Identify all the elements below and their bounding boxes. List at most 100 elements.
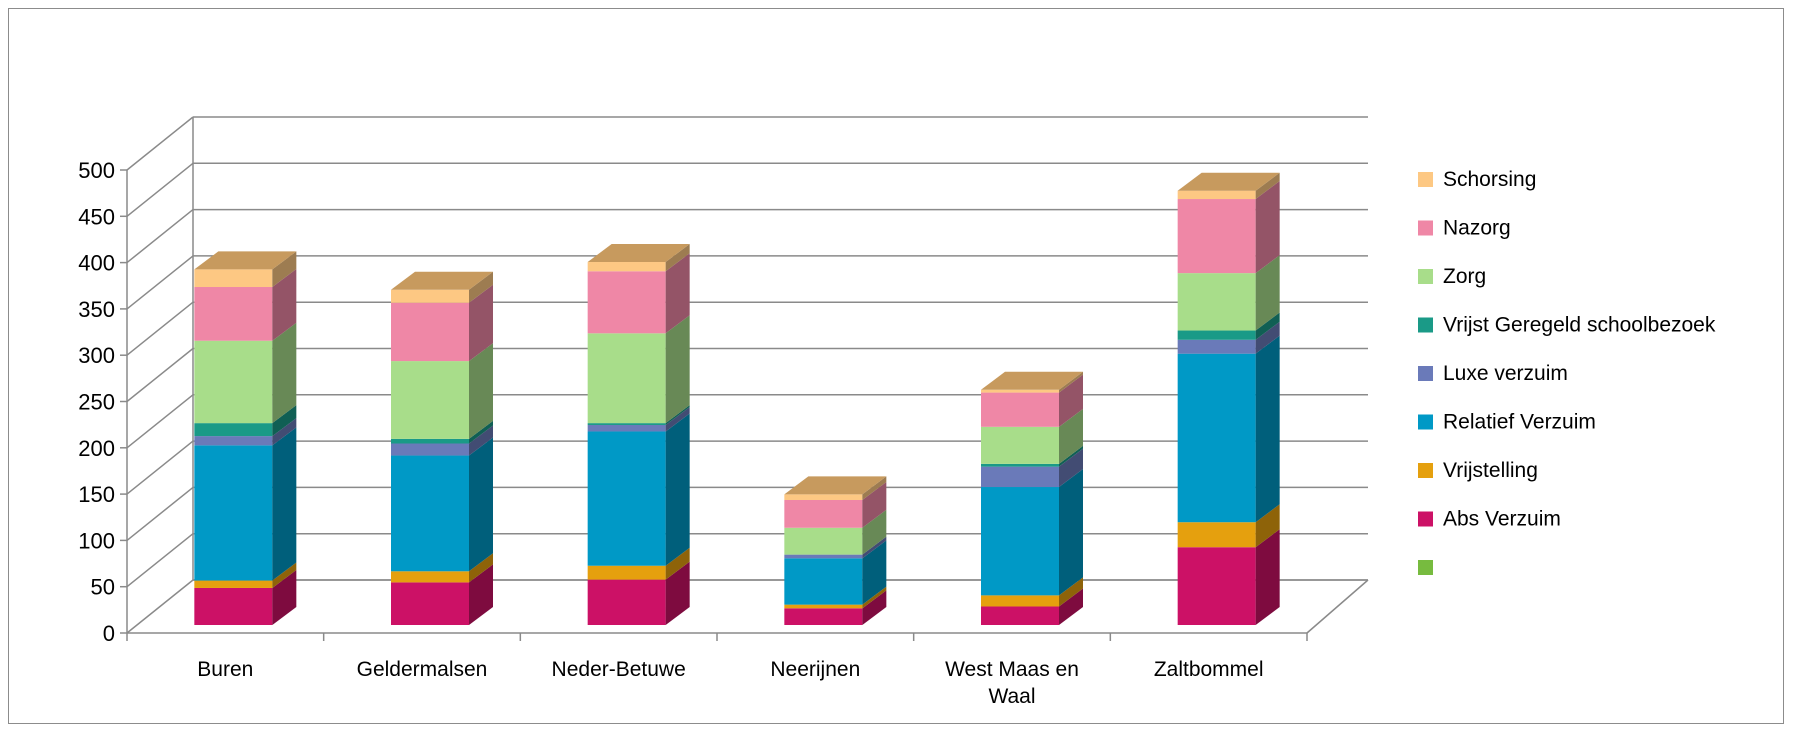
bar-side <box>1059 371 1083 393</box>
bar-side <box>1255 255 1280 331</box>
bar-front <box>391 438 469 444</box>
bar-side <box>665 561 690 625</box>
gridline-side <box>126 486 194 541</box>
bar-front <box>194 269 273 288</box>
bar-side <box>862 540 887 605</box>
bar-segment-geldermalsen-relatief-verzuim <box>391 437 493 572</box>
bar-front <box>784 499 863 528</box>
y-tick-label: 100 <box>78 528 115 553</box>
bar-side <box>272 427 297 581</box>
bar-side <box>665 253 690 334</box>
bar-side <box>272 562 297 588</box>
bar-segment-west-maas-en-waal-relatief-verzuim <box>981 469 1083 596</box>
bar-segment-neerijnen-vrijstelling <box>784 586 887 609</box>
bar-top-zaltbommel <box>1177 172 1280 191</box>
bar-side <box>469 425 493 456</box>
y-tick-label: 150 <box>78 482 115 507</box>
legend-swatch <box>1418 269 1433 284</box>
legend-item-luxe-verzuim: Luxe verzuim <box>1418 362 1568 385</box>
bar-front <box>1177 199 1256 274</box>
gridline-side <box>126 347 194 403</box>
bar-segment-neerijnen-nazorg <box>784 481 887 528</box>
bar-side <box>1255 312 1280 340</box>
legend-item-relatief-verzuim: Relatief Verzuim <box>1418 411 1596 434</box>
bar-front <box>587 565 666 580</box>
bar-front <box>981 466 1059 488</box>
bar-side <box>665 547 690 580</box>
legend-swatch <box>1418 463 1433 478</box>
bar-segment-neder-betuwe-schorsing <box>587 244 690 272</box>
bar-front <box>981 426 1059 464</box>
bar-side <box>665 244 690 272</box>
bar-front <box>981 392 1059 427</box>
bar-front <box>981 606 1059 625</box>
bar-side <box>469 553 493 583</box>
legend-item-vrijstelling: Vrijstelling <box>1418 459 1538 482</box>
x-category-label: Neder-Betuwe <box>552 658 686 681</box>
gridline-side <box>126 209 194 264</box>
bar-side <box>862 476 887 500</box>
gridline-side <box>126 301 194 356</box>
legend-swatch <box>1418 511 1433 527</box>
bar-front <box>1177 273 1256 331</box>
legend-label: Luxe verzuim <box>1443 362 1568 385</box>
bar-front <box>194 287 273 341</box>
bar-top-geldermalsen <box>391 271 493 290</box>
y-tick-label: 500 <box>78 158 115 183</box>
bar-front <box>391 361 469 439</box>
bar-segment-neerijnen-relatief-verzuim <box>784 540 887 605</box>
legend-item-abs-verzuim: Abs Verzuim <box>1418 508 1561 531</box>
bar-segment-geldermalsen-luxe-verzuim <box>391 425 493 456</box>
bar-side <box>1059 469 1083 596</box>
bar-side <box>1059 577 1083 607</box>
bar-segment-neder-betuwe-luxe-verzuim <box>587 406 690 432</box>
gridline-side <box>126 440 194 495</box>
gridline-side <box>126 116 194 171</box>
bar-side <box>1255 335 1280 523</box>
bar-front <box>981 389 1059 393</box>
bar-front <box>587 431 666 566</box>
y-tick-label: 200 <box>78 436 115 461</box>
y-tick-label: 400 <box>78 251 115 276</box>
bar-segment-geldermalsen-schorsing <box>391 271 493 303</box>
bar-front <box>1177 547 1256 625</box>
bar-side <box>469 343 493 439</box>
bar-side <box>862 536 887 559</box>
bar-front <box>784 554 863 559</box>
bar-front <box>1177 339 1256 354</box>
bar-segment-buren-abs-verzuim <box>194 569 297 625</box>
bar-side <box>469 271 493 303</box>
bar-front <box>587 579 666 625</box>
bar-segment-west-maas-en-waal-luxe-verzuim <box>981 448 1083 488</box>
bar-segment-zaltbommel-vrijst-geregeld-schoolbezoek <box>1177 312 1280 340</box>
bar-front <box>391 302 469 362</box>
bar-side <box>862 509 887 555</box>
bar-segment-neerijnen-zorg <box>784 509 887 555</box>
bar-segment-zaltbommel-abs-verzuim <box>1177 529 1280 625</box>
bar-segment-neder-betuwe-abs-verzuim <box>587 561 690 625</box>
bar-segment-west-maas-en-waal-vrijst-geregeld-schoolbezoek <box>981 445 1083 467</box>
bar-segment-neerijnen-luxe-verzuim <box>784 536 887 559</box>
gridlines <box>126 116 1369 634</box>
chart-frame <box>8 8 1784 724</box>
legend-label: Vrijstelling <box>1443 459 1538 482</box>
bar-front <box>391 289 469 303</box>
bar-front <box>981 487 1059 596</box>
bar-segment-geldermalsen-zorg <box>391 343 493 439</box>
bar-front <box>391 571 469 583</box>
bar-front <box>194 587 273 625</box>
bar-segment-neder-betuwe-relatief-verzuim <box>587 413 690 566</box>
bar-side <box>272 269 297 341</box>
bar-segment-geldermalsen-nazorg <box>391 284 493 362</box>
bar-front <box>587 424 666 432</box>
bar-side <box>1059 408 1083 464</box>
gridline-side <box>126 579 194 634</box>
bar-side <box>1059 588 1083 625</box>
bar-front <box>1177 353 1256 523</box>
bar-front <box>981 595 1059 607</box>
bar-side <box>1255 181 1280 274</box>
bar-top-neerijnen <box>784 476 887 495</box>
bar-side <box>1059 374 1083 427</box>
bar-front <box>981 463 1059 467</box>
bar-segment-zaltbommel-nazorg <box>1177 181 1280 274</box>
